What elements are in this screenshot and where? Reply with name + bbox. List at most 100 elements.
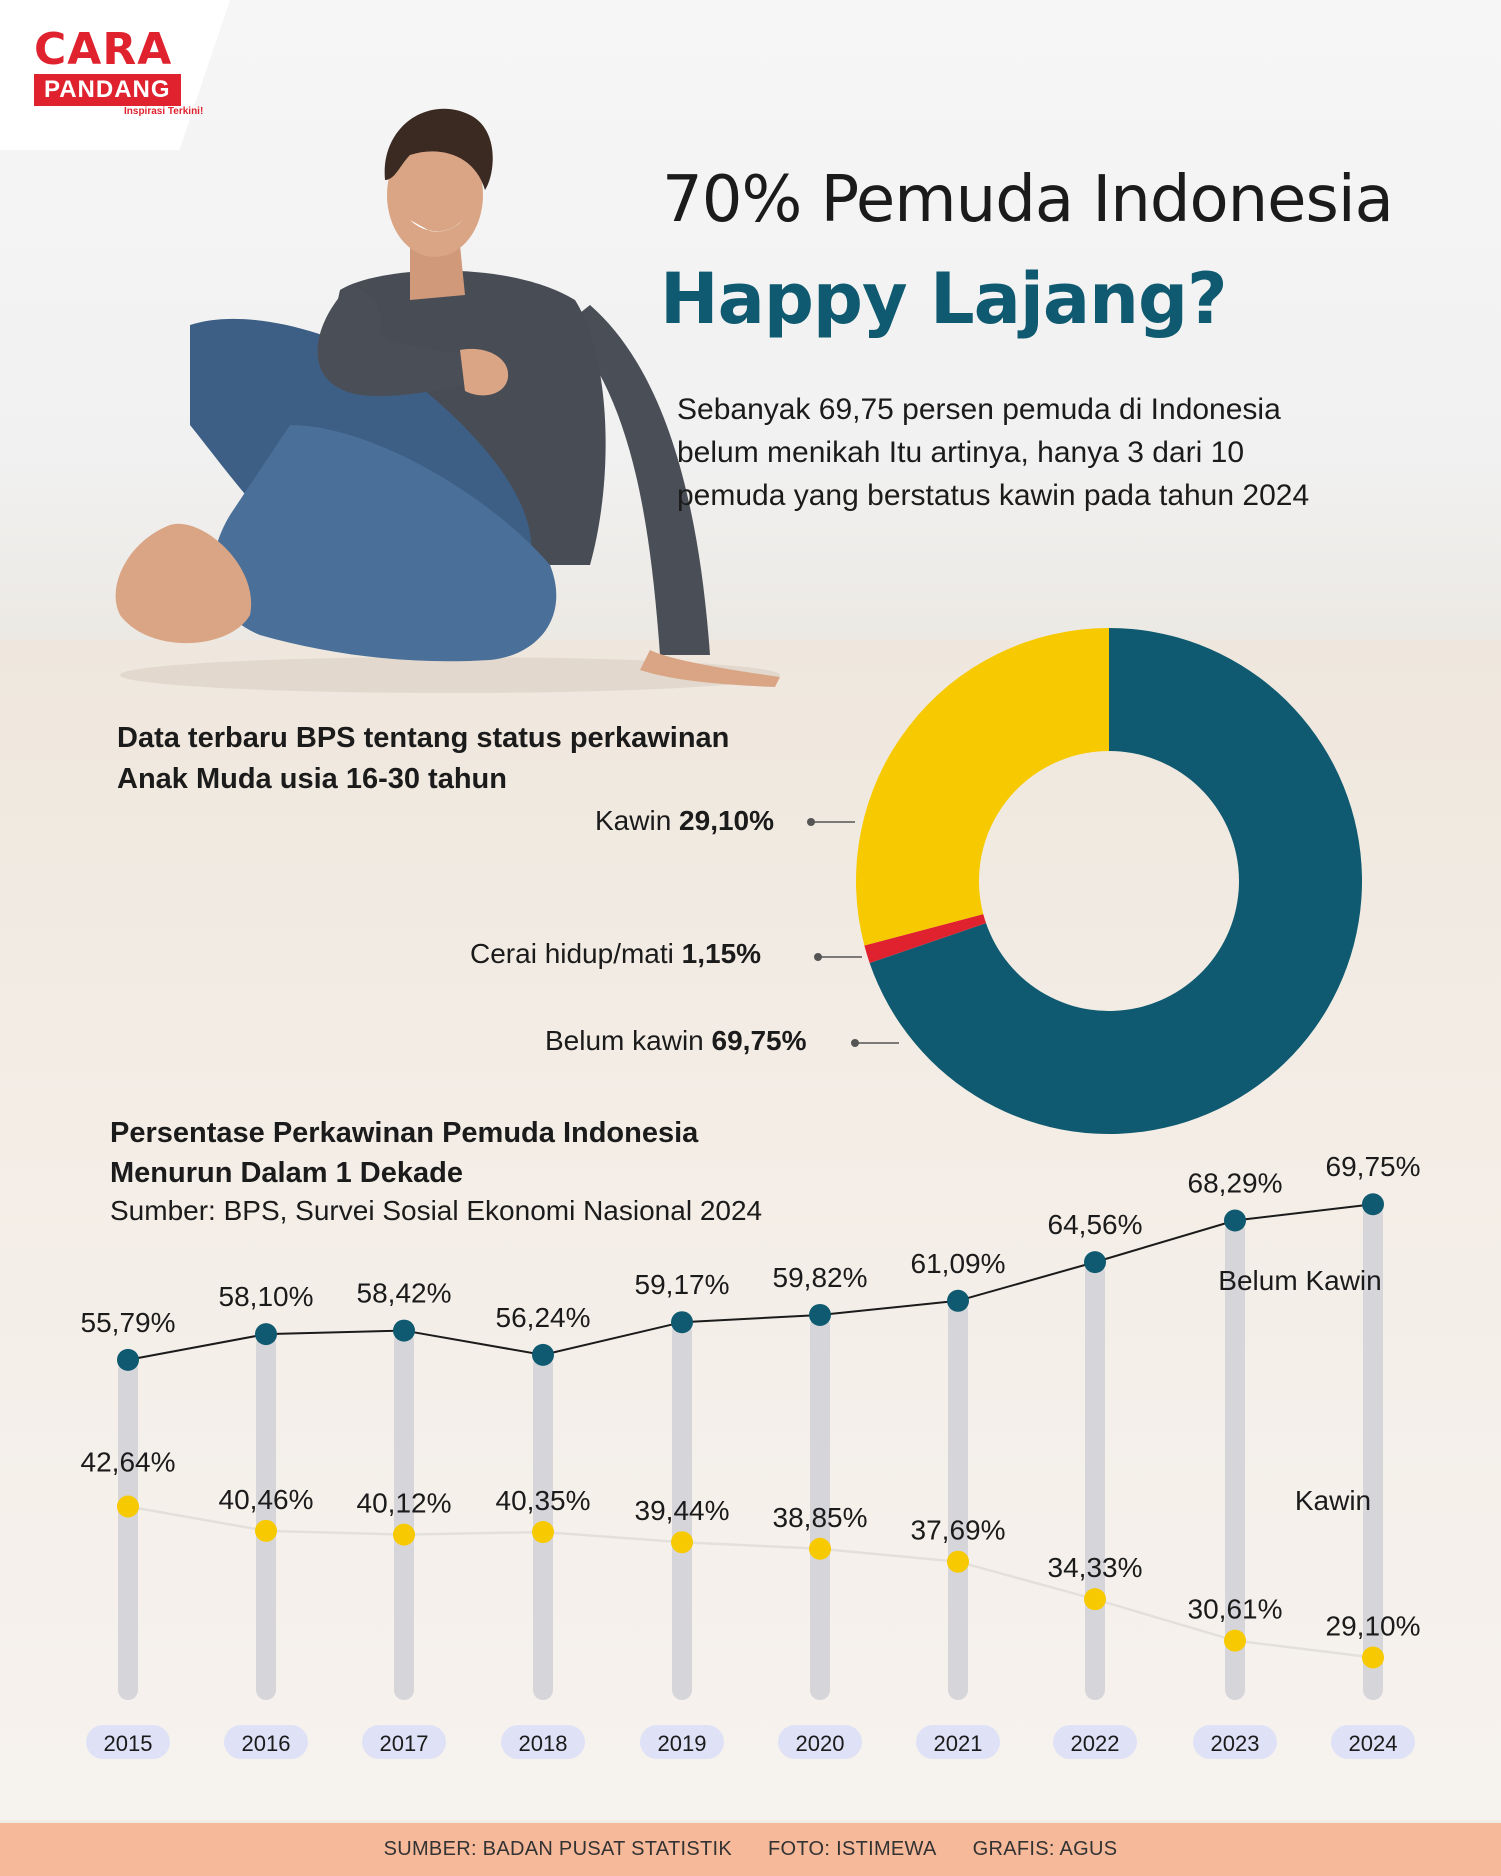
- headline-line1: 70% Pemuda Indonesia: [662, 163, 1394, 237]
- year-pill-2016: [224, 1725, 308, 1759]
- year-label-2023: 2023: [1211, 1731, 1260, 1756]
- footer-bar: SUMBER: BADAN PUSAT STATISTIK FOTO: ISTI…: [0, 1823, 1501, 1876]
- point-belum-kawin-2024: [1362, 1193, 1384, 1216]
- data-label-belum-kawin-2024: 69,75%: [1326, 1151, 1421, 1182]
- point-belum-kawin-2020: [809, 1303, 831, 1326]
- donut-slice-cerai-hidup-mati: [864, 914, 987, 963]
- donut-title-line1: Data terbaru BPS tentang status perkawin…: [117, 722, 730, 754]
- brand-logo: CARA PANDANG Inspirasi Terkini!: [34, 28, 214, 117]
- point-kawin-2015: [117, 1495, 139, 1518]
- year-pill-2017: [362, 1725, 446, 1759]
- donut-label-kawin-value: 29,10%: [679, 805, 775, 836]
- year-pill-2024: [1331, 1725, 1415, 1759]
- year-pill-2020: [778, 1725, 862, 1759]
- brand-tagline: Inspirasi Terkini!: [124, 106, 204, 117]
- donut-label-cerai: Cerai hidup/mati 1,15%: [470, 938, 761, 970]
- data-label-kawin-2019: 39,44%: [635, 1495, 730, 1526]
- footer-photo: FOTO: ISTIMEWA: [767, 1838, 937, 1860]
- year-label-2015: 2015: [104, 1731, 153, 1756]
- point-kawin-2021: [947, 1550, 969, 1573]
- data-label-belum-kawin-2017: 58,42%: [357, 1278, 452, 1309]
- data-label-kawin-2024: 29,10%: [1326, 1610, 1421, 1641]
- point-belum-kawin-2016: [255, 1323, 277, 1346]
- series-label-kawin: Kawin: [1295, 1485, 1371, 1516]
- donut-label-belum-name: Belum kawin: [545, 1025, 704, 1056]
- year-bar-2019: [672, 1322, 692, 1700]
- point-belum-kawin-2021: [947, 1289, 969, 1312]
- donut-label-cerai-value: 1,15%: [681, 938, 762, 969]
- donut-label-kawin-name: Kawin: [595, 805, 672, 836]
- point-belum-kawin-2015: [117, 1348, 139, 1371]
- donut-chart: [807, 628, 1362, 1135]
- line-title-line2: Menurun Dalam 1 Dekade: [110, 1157, 463, 1189]
- data-label-belum-kawin-2022: 64,56%: [1048, 1209, 1143, 1240]
- data-label-kawin-2018: 40,35%: [496, 1485, 591, 1516]
- year-pill-2015: [86, 1725, 170, 1759]
- year-label-2018: 2018: [519, 1731, 568, 1756]
- footer-graphic: GRAFIS: AGUS: [972, 1838, 1118, 1860]
- line-chart-title: Persentase Perkawinan Pemuda Indonesia M…: [110, 1113, 698, 1193]
- year-pill-2023: [1193, 1725, 1277, 1759]
- year-label-2022: 2022: [1071, 1731, 1120, 1756]
- point-kawin-2017: [393, 1523, 415, 1546]
- donut-label-cerai-name: Cerai hidup/mati: [470, 938, 674, 969]
- point-belum-kawin-2023: [1224, 1209, 1246, 1232]
- year-bar-2020: [810, 1314, 830, 1700]
- footer-source: SUMBER: BADAN PUSAT STATISTIK: [383, 1838, 732, 1860]
- point-kawin-2020: [809, 1537, 831, 1560]
- data-label-kawin-2015: 42,64%: [81, 1447, 176, 1478]
- line-title-line1: Persentase Perkawinan Pemuda Indonesia: [110, 1117, 699, 1149]
- donut-label-kawin: Kawin 29,10%: [595, 805, 774, 837]
- donut-label-belum: Belum kawin 69,75%: [545, 1025, 806, 1057]
- year-pill-2022: [1053, 1725, 1137, 1759]
- year-pill-2019: [640, 1725, 724, 1759]
- year-bar-2024: [1363, 1204, 1383, 1700]
- data-label-belum-kawin-2018: 56,24%: [496, 1302, 591, 1333]
- year-bar-2015: [118, 1359, 138, 1700]
- year-bar-2023: [1225, 1220, 1245, 1700]
- year-bar-2017: [394, 1330, 414, 1700]
- point-kawin-2019: [671, 1531, 693, 1554]
- point-kawin-2023: [1224, 1629, 1246, 1652]
- year-label-2021: 2021: [934, 1731, 983, 1756]
- series-line-belum-kawin: [127, 1203, 1374, 1361]
- brand-name-bottom: PANDANG: [34, 74, 181, 106]
- line-chart: 55,79% 58,10% 58,42% 56,24% 59,17% 59,82% 61,0…: [81, 1151, 1421, 1759]
- point-kawin-2016: [255, 1519, 277, 1542]
- point-kawin-2024: [1362, 1646, 1384, 1669]
- point-kawin-2018: [532, 1521, 554, 1544]
- year-pill-2021: [916, 1725, 1000, 1759]
- donut-slice-kawin: [856, 628, 1109, 946]
- year-label-2017: 2017: [380, 1731, 429, 1756]
- data-label-kawin-2021: 37,69%: [911, 1515, 1006, 1546]
- year-bar-2021: [948, 1300, 968, 1700]
- data-label-belum-kawin-2016: 58,10%: [219, 1281, 314, 1312]
- series-label-belum-kawin: Belum Kawin: [1218, 1265, 1381, 1296]
- point-belum-kawin-2019: [671, 1311, 693, 1334]
- point-kawin-2022: [1084, 1588, 1106, 1611]
- point-belum-kawin-2017: [393, 1319, 415, 1342]
- year-bar-2022: [1085, 1262, 1105, 1700]
- intro-paragraph: Sebanyak 69,75 persen pemuda di Indonesi…: [677, 393, 1310, 512]
- point-belum-kawin-2018: [532, 1343, 554, 1366]
- data-label-kawin-2022: 34,33%: [1048, 1552, 1143, 1583]
- donut-chart-title: Data terbaru BPS tentang status perkawin…: [117, 718, 729, 800]
- data-label-kawin-2016: 40,46%: [219, 1484, 314, 1515]
- year-pill-2018: [501, 1725, 585, 1759]
- data-label-kawin-2020: 38,85%: [773, 1502, 868, 1533]
- donut-label-belum-value: 69,75%: [711, 1025, 807, 1056]
- series-line-kawin: [127, 1505, 1374, 1659]
- year-label-2016: 2016: [242, 1731, 291, 1756]
- data-label-belum-kawin-2015: 55,79%: [81, 1307, 176, 1338]
- year-label-2019: 2019: [658, 1731, 707, 1756]
- young-man-photo: [115, 108, 780, 693]
- data-label-kawin-2023: 30,61%: [1188, 1594, 1283, 1625]
- donut-title-line2: Anak Muda usia 16-30 tahun: [117, 763, 507, 795]
- year-label-2020: 2020: [796, 1731, 845, 1756]
- year-label-2024: 2024: [1349, 1731, 1398, 1756]
- point-belum-kawin-2022: [1084, 1251, 1106, 1274]
- year-bar-2016: [256, 1334, 276, 1700]
- headline-line2: Happy Lajang?: [660, 258, 1228, 340]
- line-chart-source: Sumber: BPS, Survei Sosial Ekonomi Nasio…: [110, 1195, 763, 1226]
- data-label-belum-kawin-2019: 59,17%: [635, 1269, 730, 1300]
